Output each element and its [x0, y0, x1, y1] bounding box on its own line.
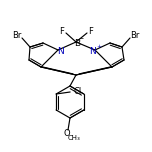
Text: F: F — [60, 28, 64, 36]
Text: O: O — [64, 130, 70, 138]
Text: Br: Br — [130, 31, 140, 40]
Text: CH₃: CH₃ — [68, 135, 80, 141]
Text: B: B — [74, 38, 80, 47]
Text: −: − — [78, 36, 84, 40]
Text: Br: Br — [12, 31, 22, 40]
Text: N: N — [89, 47, 95, 57]
Text: Cl: Cl — [73, 88, 81, 97]
Text: F: F — [89, 28, 93, 36]
Text: +: + — [96, 43, 102, 48]
Text: N: N — [58, 47, 64, 57]
